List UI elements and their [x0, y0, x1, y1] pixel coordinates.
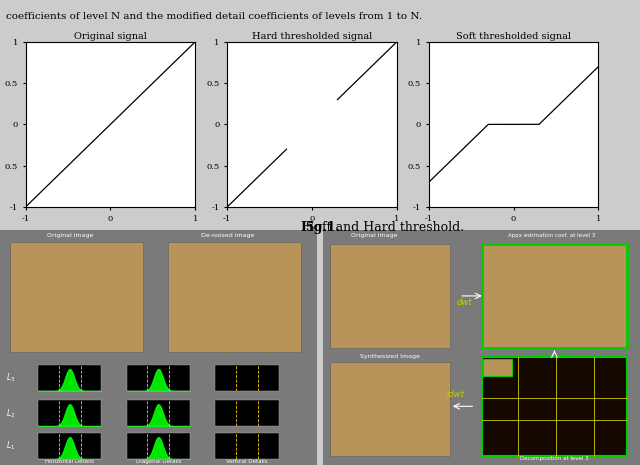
Text: idwt: idwt [447, 390, 465, 399]
Text: dwt: dwt [456, 299, 472, 307]
Text: $L_3$: $L_3$ [6, 372, 15, 385]
Text: Original image: Original image [47, 233, 93, 238]
Bar [10, 242, 143, 352]
Text: Decomposition at level 3: Decomposition at level 3 [520, 456, 589, 461]
Text: coefficients of level N and the modified detail coefficients of levels from 1 to: coefficients of level N and the modified… [6, 12, 422, 20]
Title: Soft thresholded signal: Soft thresholded signal [456, 32, 571, 41]
Bar [483, 359, 512, 376]
Title: Original signal: Original signal [74, 32, 147, 41]
Bar [168, 242, 301, 352]
Title: Hard thresholded signal: Hard thresholded signal [252, 32, 372, 41]
Text: Original Image: Original Image [351, 233, 397, 238]
Text: Appx estimation coef. at level 3: Appx estimation coef. at level 3 [508, 233, 595, 238]
Text: Fig.1.: Fig.1. [300, 221, 340, 234]
Text: Diagonal Details: Diagonal Details [136, 458, 181, 464]
Text: Soft and Hard threshold.: Soft and Hard threshold. [301, 221, 464, 234]
Text: Synthesized Image: Synthesized Image [360, 354, 420, 359]
Text: $L_1$: $L_1$ [6, 440, 15, 452]
Text: De-noised image: De-noised image [202, 233, 255, 238]
Text: Horizontal Details: Horizontal Details [45, 458, 94, 464]
Text: Vertical Details: Vertical Details [227, 458, 268, 464]
Text: Image subbands: Image subbands [531, 352, 577, 357]
Text: $L_2$: $L_2$ [6, 407, 15, 419]
